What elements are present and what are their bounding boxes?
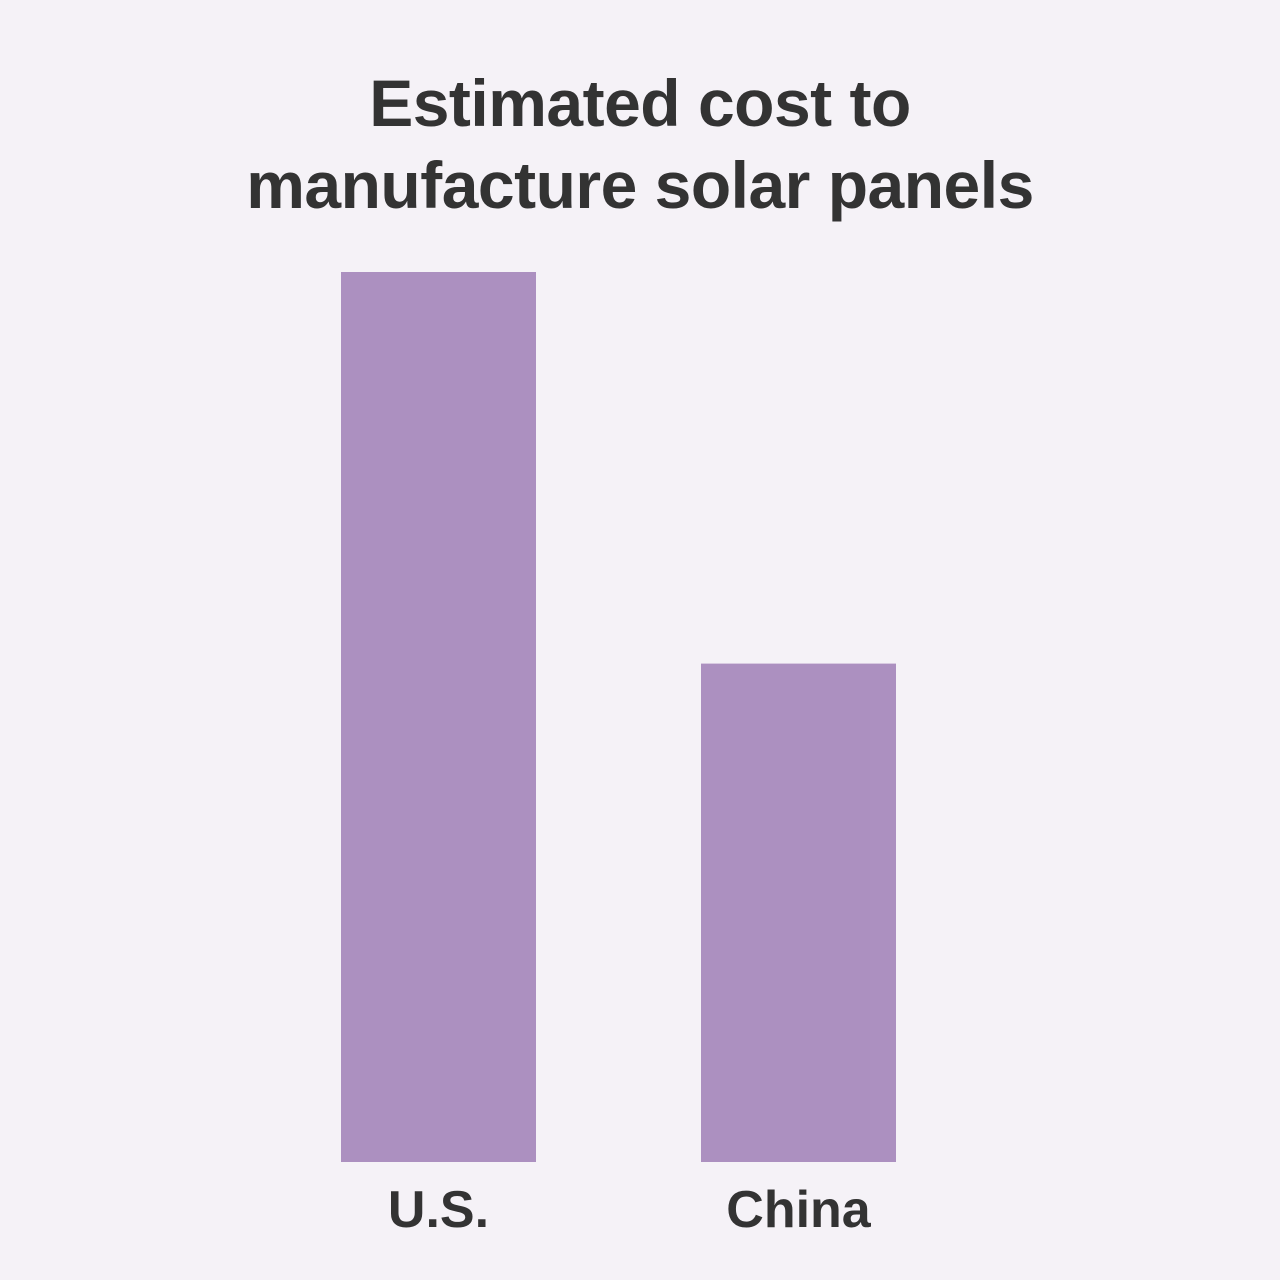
bar-us <box>341 272 536 1162</box>
chart-title-line-2: manufacture solar panels <box>246 148 1034 222</box>
x-tick-label-us: U.S. <box>388 1181 489 1239</box>
chart-title-line-1: Estimated cost to <box>369 66 911 140</box>
bar-china <box>701 663 896 1162</box>
x-tick-label-china: China <box>726 1181 872 1239</box>
chart-title: Estimated cost to manufacture solar pane… <box>0 62 1280 226</box>
